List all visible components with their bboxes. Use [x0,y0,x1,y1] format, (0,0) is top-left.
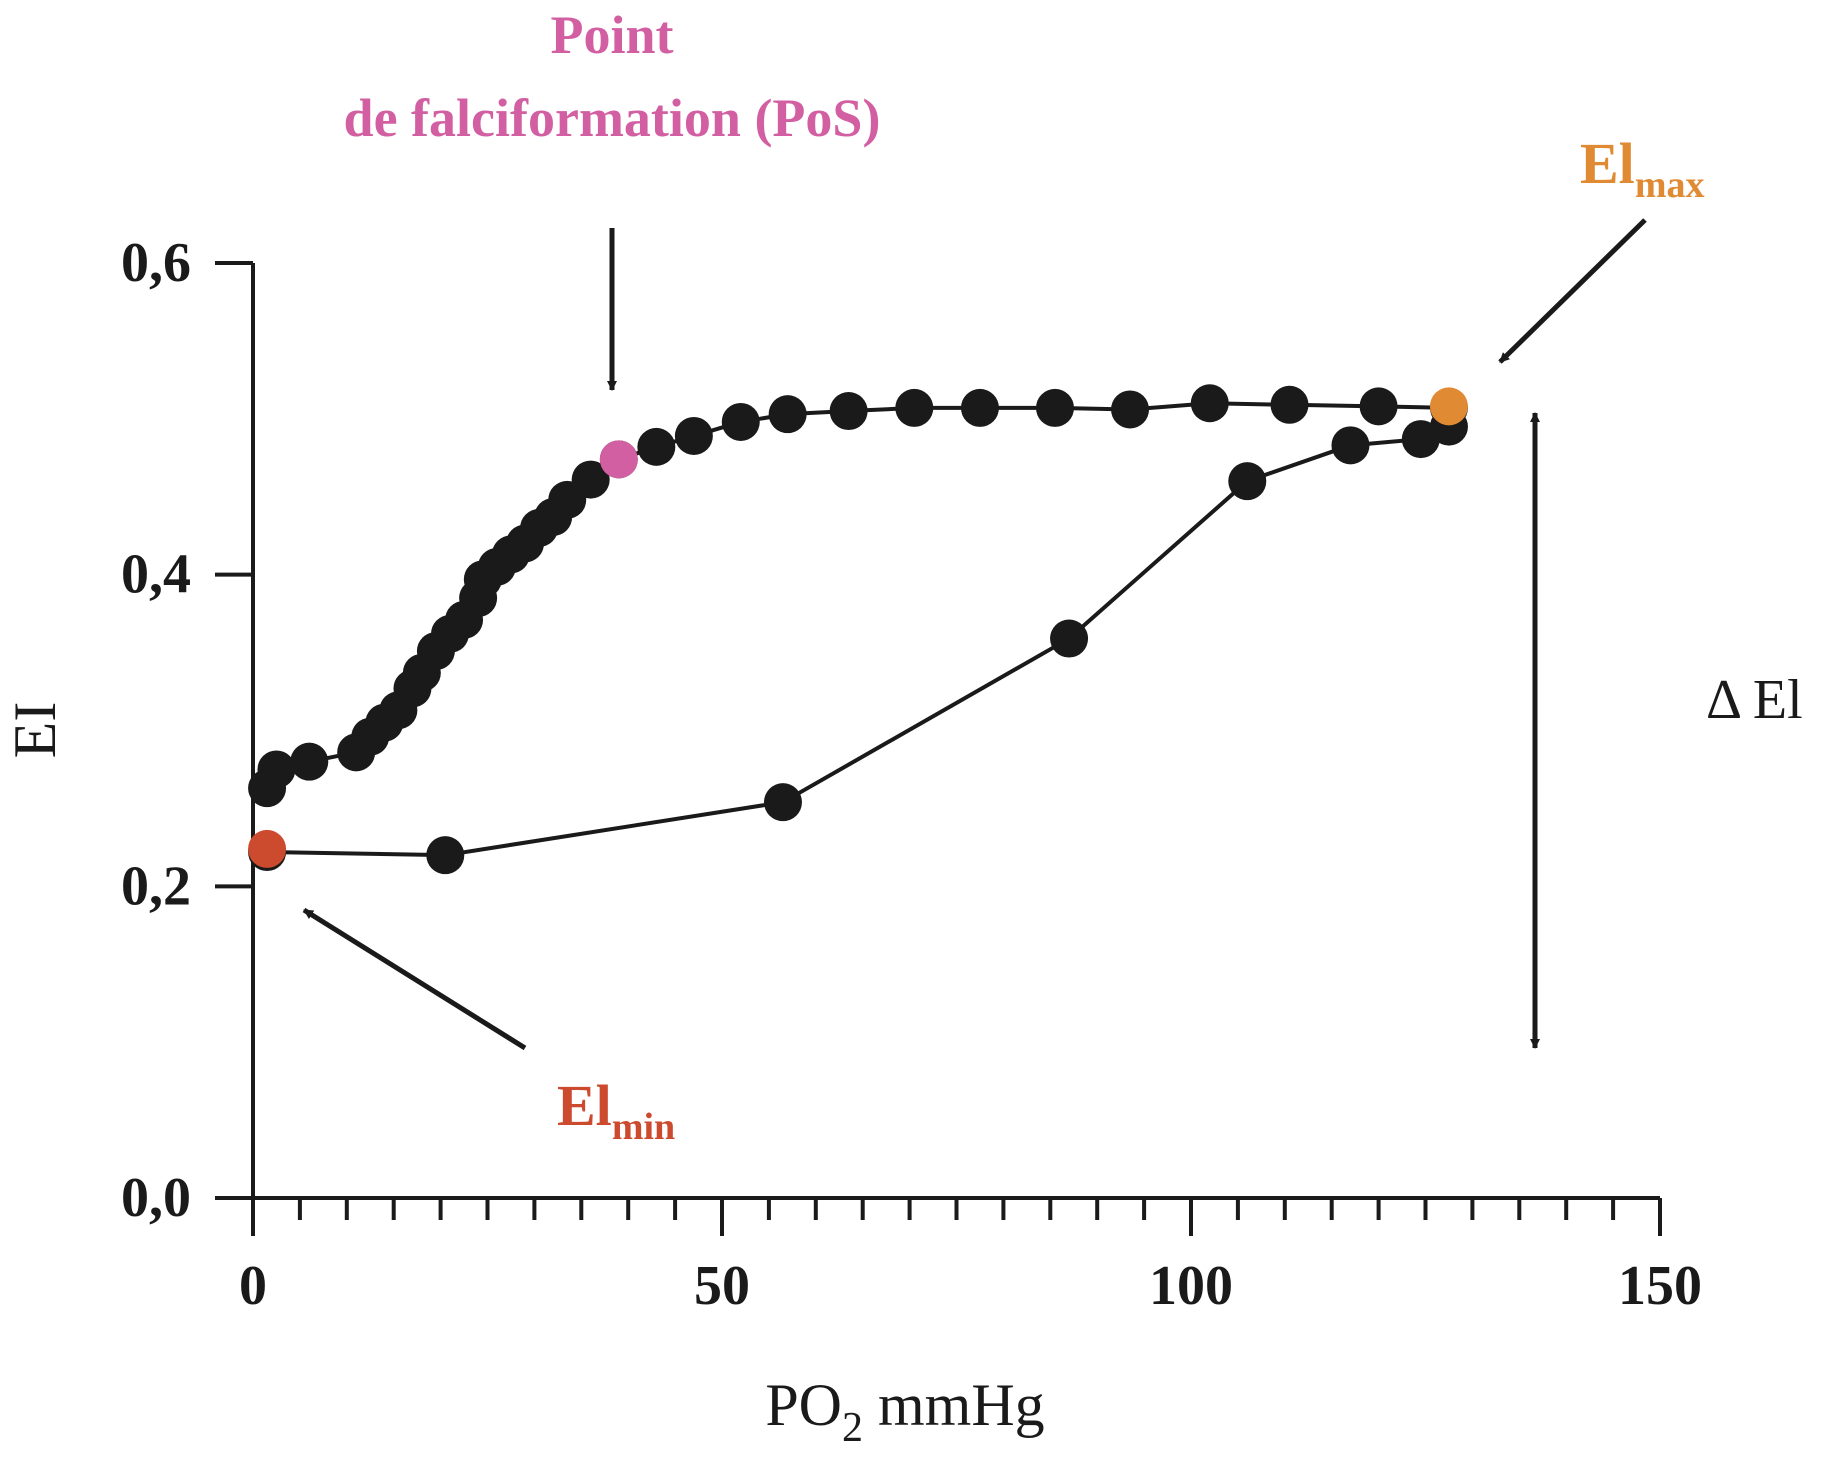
y-ticks: 0,0 0,2 0,4 0,6 [121,232,253,1229]
ei-max-point [1429,387,1468,426]
series-1-point [1190,384,1229,423]
series-2-point [1331,426,1370,465]
series-1-point [1035,388,1074,427]
eimax-label: Elmax [1580,131,1704,206]
eimin-arrow [302,907,527,1051]
x-tick-label: 0 [239,1255,267,1317]
x-tick-label: 50 [694,1255,750,1317]
series-1-point [768,395,807,434]
axes: 0 50 100 150 0,0 0,2 0,4 0,6 [121,232,1702,1317]
series-1-point [1111,390,1150,429]
series-2-point [1401,420,1440,459]
x-axis-label-unit: mmHg [863,1372,1045,1438]
ei-min-point [248,829,287,868]
x-axis-label-main: PO [765,1372,842,1438]
eimax-label-main: El [1580,131,1635,196]
pos-point [599,440,638,479]
x-axis-label-sub: 2 [842,1405,863,1451]
series-2-point [426,836,465,875]
series-1-point [1270,385,1309,424]
series-1-point [257,750,296,789]
y-axis-label: EI [2,702,68,759]
eimax-arrow [1498,218,1647,364]
x-tick-label: 100 [1149,1255,1233,1317]
y-tick-label: 0,4 [121,544,191,606]
x-tick-label: 150 [1618,1255,1702,1317]
y-tick-label: 0,0 [121,1167,191,1229]
series-1-point [637,427,676,466]
delta-label: Δ El [1706,669,1803,731]
series-1-point [960,388,999,427]
series-1-point [290,742,329,781]
series-1-point [895,388,934,427]
y-tick-label: 0,6 [121,232,191,294]
series-2-point [1228,462,1267,501]
eimin-label-sub: min [612,1106,675,1148]
pos-label-line1: Point [550,5,673,65]
eimin-label-main: El [557,1073,612,1138]
series-1-point [1359,387,1398,426]
eimin-label: Elmin [557,1073,675,1148]
x-axis-label: PO2 mmHg [765,1372,1044,1451]
series-points [248,384,1468,875]
series-1-point [674,416,713,455]
series-2-point [763,783,802,822]
y-tick-label: 0,2 [121,855,191,917]
series-1-point [829,392,868,431]
series-2-point [1050,619,1089,658]
highlight-points [248,387,1468,868]
series-1-point [571,460,610,499]
series-1-point [721,402,760,441]
series-1-line [265,401,1449,790]
pos-label-line2: de falciformation (PoS) [344,88,881,148]
eimax-label-sub: max [1635,164,1705,206]
x-ticks: 0 50 100 150 [239,1198,1702,1317]
